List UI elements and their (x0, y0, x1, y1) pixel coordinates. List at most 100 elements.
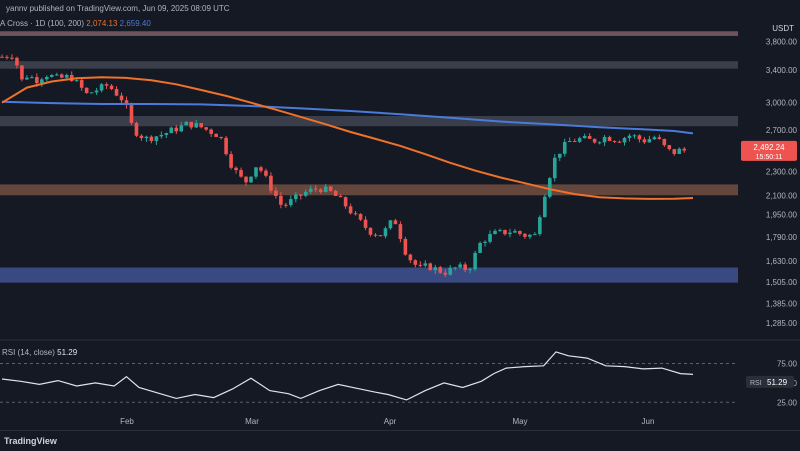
candle-body (388, 220, 393, 229)
candle-body (528, 234, 532, 237)
candle-body (488, 234, 492, 242)
ma200-value: 2,659.40 (119, 19, 151, 28)
candle-countdown: 15:50:11 (756, 154, 783, 161)
currency-label: USDT (772, 24, 794, 33)
candle-body (572, 141, 577, 143)
price-tick-label: 1,385.00 (766, 299, 798, 308)
candle-body (124, 100, 129, 106)
candle-body (577, 138, 582, 142)
candle-body (174, 127, 179, 132)
ma100-value: 2,074.13 (86, 19, 118, 28)
price-tick-label: 2,700.00 (766, 126, 798, 135)
candle-body (20, 65, 24, 80)
rsi-tag-label: RSI (750, 380, 762, 387)
candle-body (582, 135, 587, 139)
candle-body (303, 191, 308, 196)
candle-body (498, 229, 502, 231)
tradingview-logo[interactable]: TradingView (4, 436, 57, 446)
candle-body (657, 137, 662, 139)
candle-body (358, 213, 363, 220)
current-price-badge (741, 140, 797, 161)
candle-body (269, 175, 273, 191)
candle-body (338, 195, 343, 198)
rsi-value-tag (746, 375, 794, 388)
ma-layer (1, 76, 694, 200)
candle-body (543, 196, 547, 218)
candle-body (229, 154, 233, 168)
candle-body (89, 92, 94, 94)
candle-body (513, 230, 517, 233)
candle-body (408, 254, 413, 261)
candle-body (567, 141, 572, 143)
candle-body (204, 127, 208, 130)
candle-body (64, 74, 69, 78)
candle-body (682, 148, 687, 151)
candle-body (308, 188, 313, 192)
footer-bar: TradingView (0, 430, 800, 451)
candle-body (587, 135, 592, 139)
candle-body (622, 138, 627, 143)
candle-body (259, 167, 263, 171)
candle-body (323, 186, 328, 192)
candle-body (284, 204, 288, 206)
candle-body (274, 190, 278, 196)
candle-body (667, 145, 672, 150)
candle-body (523, 233, 527, 237)
candle-body (438, 267, 443, 273)
candle-body (59, 74, 64, 78)
candle-body (353, 213, 358, 215)
rsi-tick-label: 25.00 (777, 398, 798, 407)
candle-body (264, 170, 268, 176)
candle-body (518, 230, 522, 234)
candle-body (214, 133, 218, 137)
candle-body (179, 125, 184, 132)
candle-body (74, 80, 79, 82)
candle-body (433, 267, 438, 271)
ma200-line (1, 100, 694, 135)
candle-body (413, 260, 418, 265)
candle-body (199, 123, 203, 128)
candle-body (662, 138, 667, 146)
rsi-line (1, 351, 694, 401)
price-axis[interactable]: 3,800.00 3,400.00 3,000.00 2,700.00 2,300.00… (766, 37, 798, 328)
candle-body (15, 57, 19, 66)
time-axis[interactable]: Feb Mar Apr May Jun (120, 417, 654, 426)
rsi-tag-value: 51.29 (767, 378, 788, 387)
time-tick-label: Apr (384, 417, 397, 426)
zone-resistance-3500 (0, 61, 738, 69)
ma-legend[interactable]: A Cross · 1D (100, 200) 2,074.13 2,659.4… (0, 19, 151, 28)
candle-body (318, 189, 323, 192)
candle-body (328, 186, 333, 191)
time-tick-label: Jun (642, 417, 655, 426)
candle-body (597, 142, 602, 144)
current-price-value: 2,492.24 (753, 143, 785, 152)
candle-body (99, 84, 104, 91)
candle-body (84, 87, 89, 93)
candle-body (483, 241, 487, 243)
candle-body (508, 232, 512, 235)
price-tick-label: 1,285.00 (766, 319, 798, 328)
price-tick-label: 2,100.00 (766, 191, 798, 200)
candle-body (373, 234, 378, 236)
candle-body (348, 206, 353, 214)
candle-body (139, 135, 144, 139)
candle-body (602, 137, 607, 143)
price-badge-layer: 2,492.24 15:50:11 (741, 140, 797, 161)
candle-body (468, 269, 472, 271)
candle-body (79, 80, 84, 88)
time-tick-label: Feb (120, 417, 134, 426)
zone-resistance-2800 (0, 116, 738, 127)
candle-body (672, 149, 677, 154)
candle-body (448, 267, 452, 275)
candle-body (647, 139, 652, 143)
candle-body (234, 167, 238, 171)
rsi-legend: RSI (14, close) 51.29 (2, 348, 78, 357)
ma100-line (1, 76, 694, 200)
candle-body (478, 242, 482, 253)
candle-body (418, 264, 423, 266)
candle-body (607, 137, 612, 141)
candle-body (677, 148, 682, 154)
candle-body (109, 85, 114, 90)
